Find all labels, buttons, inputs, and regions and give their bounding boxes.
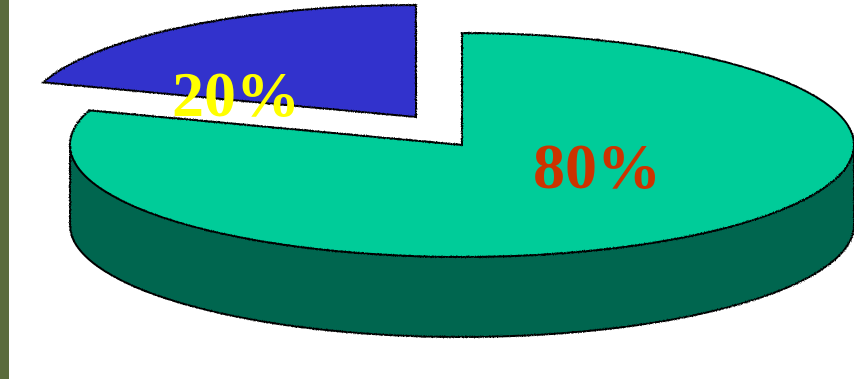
slice-80-top (69, 31, 854, 258)
slice-20-top (40, 3, 417, 119)
slices-group (40, 3, 854, 338)
slice-label-80: 80% (533, 131, 661, 202)
left-edge-strip (0, 0, 9, 379)
slice-label-20: 20% (172, 59, 300, 130)
